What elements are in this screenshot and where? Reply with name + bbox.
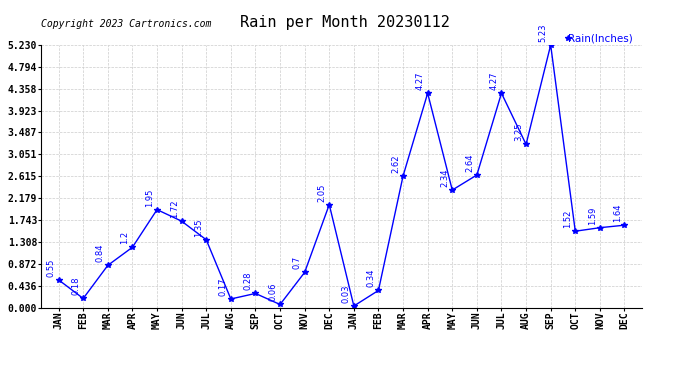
- Rain(Inches): [595, 225, 604, 230]
- Rain(Inches): [424, 91, 432, 95]
- Rain(Inches): [79, 296, 88, 301]
- Rain(Inches): [227, 297, 235, 301]
- Text: 1.2: 1.2: [121, 231, 130, 244]
- Rain(Inches): [399, 174, 407, 178]
- Rain(Inches): [571, 229, 580, 234]
- Text: 2.62: 2.62: [391, 154, 400, 173]
- Rain(Inches): [276, 302, 284, 307]
- Rain(Inches): [325, 202, 333, 207]
- Text: 2.64: 2.64: [465, 153, 474, 172]
- Rain(Inches): [153, 207, 161, 212]
- Rain(Inches): [251, 291, 259, 296]
- Text: 0.34: 0.34: [366, 269, 375, 287]
- Text: 4.27: 4.27: [416, 72, 425, 90]
- Rain(Inches): [448, 188, 456, 192]
- Text: 0.03: 0.03: [342, 285, 351, 303]
- Rain(Inches): [128, 245, 137, 249]
- Rain(Inches): [104, 263, 112, 268]
- Rain(Inches): [55, 278, 63, 282]
- Text: 0.84: 0.84: [96, 244, 105, 262]
- Text: 0.17: 0.17: [219, 278, 228, 296]
- Text: Rain per Month 20230112: Rain per Month 20230112: [240, 15, 450, 30]
- Rain(Inches): [497, 91, 506, 95]
- Text: 1.52: 1.52: [564, 210, 573, 228]
- Rain(Inches): [522, 142, 530, 147]
- Rain(Inches): [374, 288, 382, 292]
- Text: 3.25: 3.25: [514, 123, 523, 141]
- Text: 0.06: 0.06: [268, 283, 277, 302]
- Text: 2.34: 2.34: [440, 168, 449, 187]
- Text: 1.35: 1.35: [195, 218, 204, 237]
- Text: 4.27: 4.27: [490, 72, 499, 90]
- Text: 5.23: 5.23: [539, 24, 548, 42]
- Legend: Rain(Inches): Rain(Inches): [564, 29, 636, 48]
- Rain(Inches): [202, 237, 210, 242]
- Text: 1.95: 1.95: [145, 188, 154, 207]
- Text: Copyright 2023 Cartronics.com: Copyright 2023 Cartronics.com: [41, 19, 212, 29]
- Rain(Inches): [473, 173, 481, 177]
- Rain(Inches): [620, 223, 629, 227]
- Text: 2.05: 2.05: [317, 183, 326, 202]
- Text: 0.55: 0.55: [47, 258, 56, 277]
- Text: 1.64: 1.64: [613, 204, 622, 222]
- Line: Rain(Inches): Rain(Inches): [56, 42, 627, 309]
- Text: 0.18: 0.18: [71, 277, 80, 296]
- Rain(Inches): [546, 43, 555, 47]
- Rain(Inches): [177, 219, 186, 224]
- Text: 0.28: 0.28: [244, 272, 253, 290]
- Text: 1.72: 1.72: [170, 200, 179, 218]
- Text: 1.59: 1.59: [588, 206, 597, 225]
- Rain(Inches): [301, 270, 309, 274]
- Rain(Inches): [350, 304, 358, 308]
- Text: 0.7: 0.7: [293, 256, 302, 269]
